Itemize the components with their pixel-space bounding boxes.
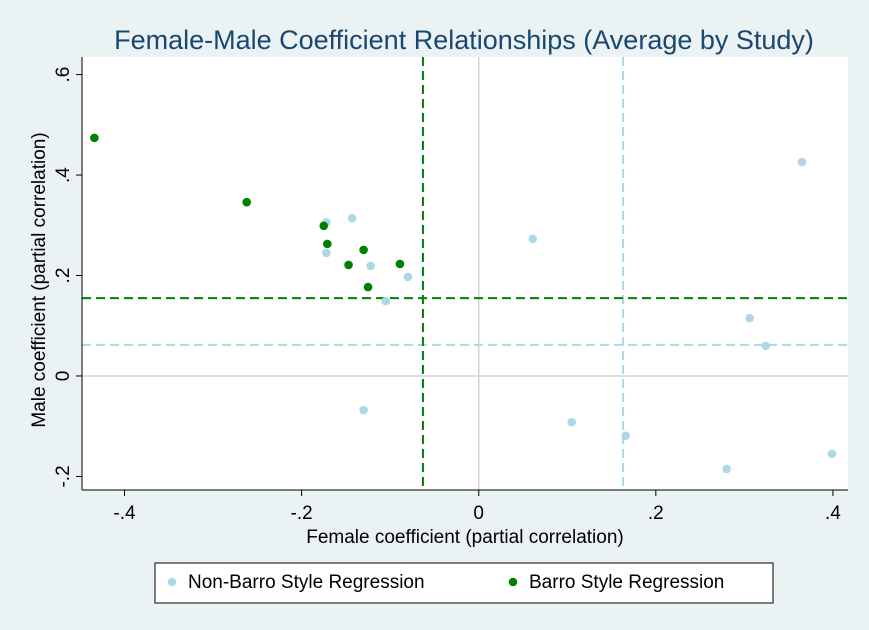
point bbox=[319, 221, 329, 231]
point bbox=[722, 464, 731, 474]
point bbox=[359, 245, 368, 255]
chart-title: Female-Male Coefficient Relationships (A… bbox=[114, 25, 814, 55]
point bbox=[567, 417, 577, 427]
point bbox=[745, 313, 755, 323]
point bbox=[403, 272, 413, 282]
legend bbox=[154, 562, 774, 604]
x-tick-label: .2 bbox=[648, 503, 664, 524]
x-tick-label: -.4 bbox=[113, 503, 136, 524]
point bbox=[827, 449, 837, 459]
point bbox=[528, 234, 538, 244]
point bbox=[242, 197, 252, 207]
plot-area bbox=[82, 57, 848, 490]
y-tick-label: 0 bbox=[53, 371, 74, 382]
x-tick-label: 0 bbox=[473, 503, 484, 524]
point bbox=[90, 133, 99, 143]
legend-label: Barro Style Regression bbox=[529, 572, 724, 593]
point bbox=[347, 213, 357, 223]
x-tick-label: -.2 bbox=[291, 503, 313, 524]
point bbox=[322, 239, 332, 249]
y-tick-label: .4 bbox=[53, 167, 74, 183]
point bbox=[797, 157, 807, 167]
point bbox=[621, 431, 631, 441]
point bbox=[761, 341, 770, 351]
point bbox=[322, 248, 331, 258]
x-axis-title: Female coefficient (partial correlation) bbox=[306, 527, 624, 548]
point bbox=[344, 260, 353, 270]
point bbox=[395, 259, 405, 269]
point bbox=[363, 282, 373, 292]
y-tick-label: -.2 bbox=[53, 465, 74, 487]
legend-marker bbox=[167, 577, 177, 587]
y-tick-label: .6 bbox=[53, 67, 74, 83]
y-axis-title: Male coefficient (partial correlation) bbox=[29, 132, 50, 427]
legend-marker bbox=[508, 577, 518, 587]
point bbox=[381, 296, 391, 306]
point bbox=[359, 405, 368, 415]
x-tick-label: .4 bbox=[825, 503, 841, 524]
legend-label: Non-Barro Style Regression bbox=[188, 572, 425, 593]
y-tick-label: .2 bbox=[53, 268, 74, 284]
point bbox=[366, 261, 375, 271]
